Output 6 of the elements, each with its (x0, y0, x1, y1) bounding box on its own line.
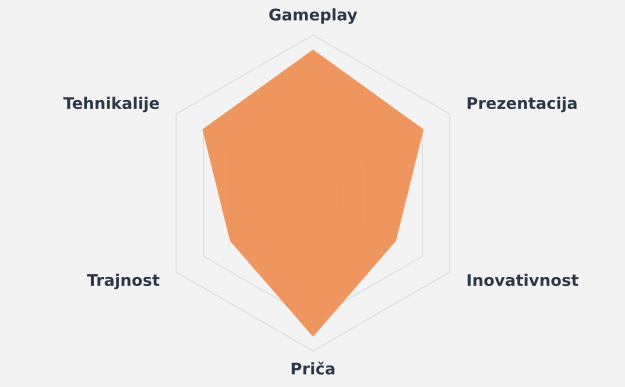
spoke-label: Gameplay (269, 8, 358, 24)
spoke-label: Priča (292, 362, 334, 375)
spoke-label: Inovativnost (468, 274, 578, 286)
spoke-label: Prezentacija (468, 96, 577, 112)
spoke-label: Tehnikalije (63, 96, 159, 112)
spoke-label: Trajnost (87, 274, 160, 290)
